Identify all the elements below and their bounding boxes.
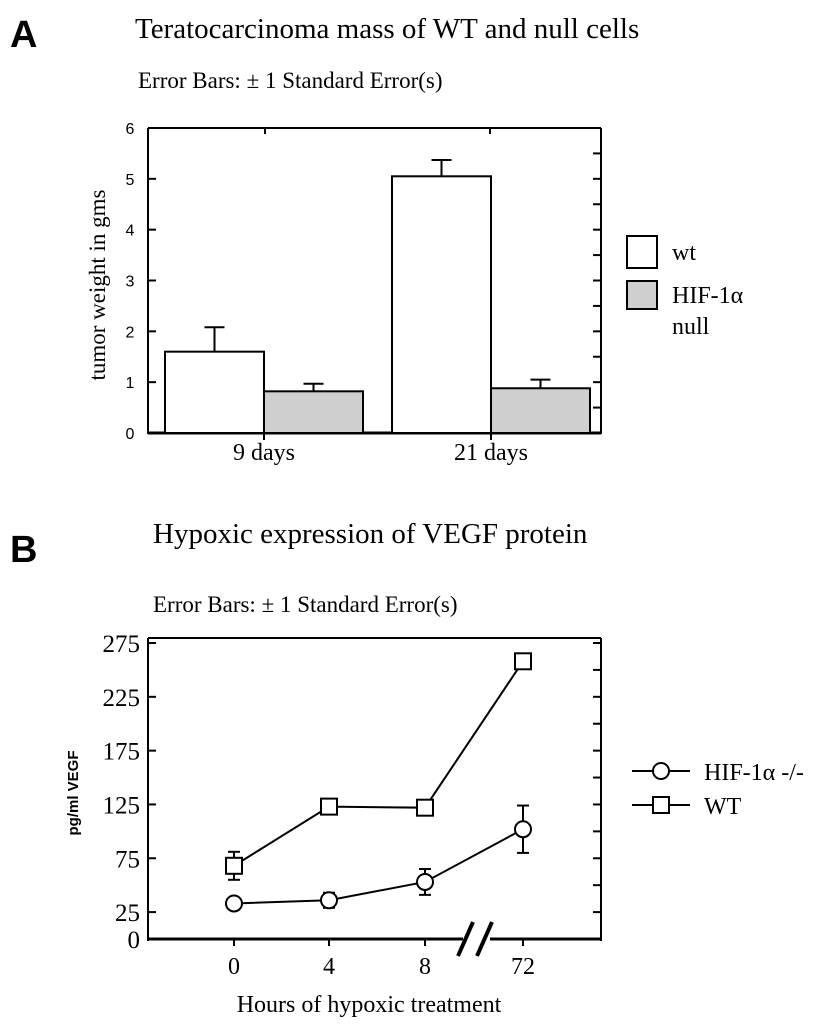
panel-b-x-tick-label: 8 — [419, 954, 431, 980]
panel-b-label: B — [10, 529, 37, 571]
panel-b-y-tick-label: 175 — [103, 739, 141, 766]
data-point-square — [416, 798, 434, 817]
data-point-square — [225, 856, 243, 875]
panel-a-title: Teratocarcinoma mass of WT and null cell… — [135, 13, 639, 45]
panel-b-subtitle: Error Bars: ± 1 Standard Error(s) — [153, 592, 458, 617]
panel-a-category-label: 9 days — [233, 440, 295, 466]
panel-b-x-tick-label: 0 — [228, 954, 240, 980]
legend-label-wt-b: WT — [704, 794, 742, 820]
panel-a-y-tick-label: 4 — [126, 223, 135, 240]
panel-b-x-axis-label: Hours of hypoxic treatment — [237, 992, 502, 1018]
data-point-circle — [225, 894, 243, 913]
series-line-wt — [233, 660, 524, 867]
panel-a-y-tick-label: 0 — [126, 426, 135, 443]
panel-b-axis-break — [456, 921, 494, 957]
panel-a-y-tick-label: 3 — [126, 274, 135, 291]
panel-b-legend: HIF-1α -/- WT — [632, 760, 804, 820]
panel-b-x-tick-label: 72 — [511, 954, 535, 980]
panel-a-y-tick-label: 6 — [126, 121, 135, 138]
panel-b-series — [225, 652, 532, 913]
data-point-circle — [320, 891, 338, 910]
panel-a-ticks: 0 1 2 3 4 5 6 — [126, 121, 601, 443]
bar-hif-null-1 — [490, 387, 591, 434]
legend-label-wt: wt — [672, 240, 696, 266]
panel-b-y-tick-label: 75 — [115, 846, 140, 873]
panel-a-category-label: 21 days — [454, 440, 528, 466]
legend-label-hif-null-line2: null — [672, 314, 710, 340]
panel-a-bars — [164, 159, 591, 435]
panel-b-y-tick-label: 275 — [103, 631, 141, 658]
panel-a-y-axis-label: tumor weight in gms — [85, 189, 110, 380]
bar-wt-0 — [164, 350, 265, 434]
legend-label-hif-ko: HIF-1α -/- — [704, 760, 804, 786]
series-line-hif-ko — [233, 828, 524, 905]
panel-b-y-tick-label: 0 — [128, 927, 141, 954]
panel-a-subtitle: Error Bars: ± 1 Standard Error(s) — [138, 68, 443, 93]
panel-b-y-tick-label: 125 — [103, 792, 141, 819]
legend-swatch-hif-null — [626, 280, 658, 310]
bar-hif-null-0 — [263, 390, 364, 435]
legend-swatch-wt — [626, 235, 658, 269]
legend-label-hif-null-line1: HIF-1α — [672, 283, 744, 309]
panel-b-frame — [147, 637, 602, 941]
data-point-square — [320, 797, 338, 816]
legend-marker-square — [652, 796, 670, 814]
panel-a-y-tick-label: 2 — [126, 324, 135, 341]
legend-marker-circle — [652, 762, 670, 780]
panel-b-title: Hypoxic expression of VEGF protein — [153, 518, 588, 550]
panel-b-y-axis-label: pg/ml VEGF — [65, 750, 82, 835]
panel-a-category-labels: 9 days 21 days — [233, 433, 528, 466]
panel-a-y-tick-label: 5 — [126, 172, 135, 189]
data-point-circle — [514, 820, 532, 839]
panel-a-label: A — [10, 14, 37, 56]
panel-b-y-tick-label: 225 — [103, 685, 141, 712]
panel-a-legend: wt HIF-1α null — [626, 235, 744, 340]
panel-b-x-tick-label: 4 — [323, 954, 335, 980]
panel-b-y-tick-label: 25 — [115, 900, 140, 927]
panel-a-y-tick-label: 1 — [126, 375, 135, 392]
data-point-square — [514, 652, 532, 671]
bar-wt-1 — [391, 175, 492, 435]
data-point-circle — [416, 872, 434, 891]
